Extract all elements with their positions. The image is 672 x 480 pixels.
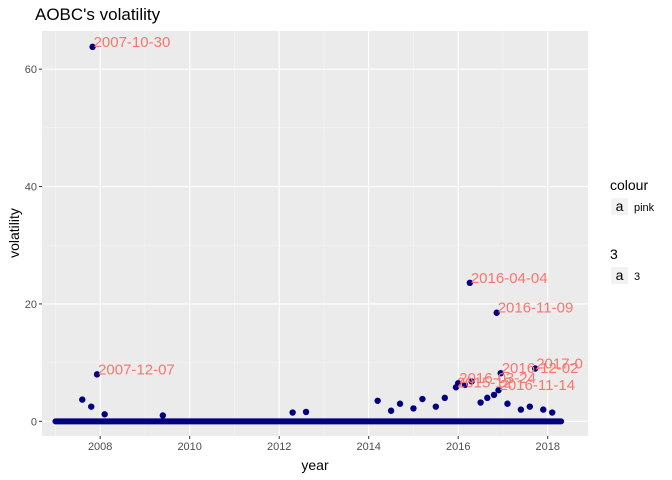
y-tick-label: 60 — [25, 64, 37, 76]
point-labels: 2007-10-30 2007-12-07 2016-04-04 2016-11-09… — [94, 34, 583, 394]
point-label: 2017-0 — [536, 356, 583, 373]
data-point — [441, 394, 448, 402]
x-axis: 2008 2010 2012 2014 2016 2018 — [88, 436, 560, 453]
data-point — [289, 409, 296, 416]
plot-panel — [42, 31, 588, 436]
data-point-band — [52, 418, 565, 425]
point-label: 2016-03-24 — [459, 370, 536, 387]
point-label: 2007-10-30 — [94, 34, 171, 51]
point-label: 2016-11-14 — [499, 377, 575, 394]
data-point — [540, 406, 547, 413]
data-point — [455, 379, 462, 387]
grid-minor — [42, 31, 588, 436]
data-point — [159, 412, 167, 419]
data-point — [79, 396, 86, 403]
data-point — [374, 397, 381, 404]
data-point — [419, 395, 426, 403]
x-tick-label: 2008 — [88, 441, 112, 453]
legend-key-glyph: a — [616, 198, 624, 214]
data-point — [88, 403, 95, 410]
x-tick-label: 2010 — [177, 441, 201, 453]
data-point — [93, 371, 101, 378]
y-tick-label: 40 — [25, 182, 37, 194]
chart-title: AOBC's volatility — [35, 5, 161, 24]
legend-label: 3 — [634, 271, 640, 283]
y-tick-label: 20 — [25, 299, 37, 311]
data-point — [493, 309, 500, 316]
data-point — [517, 406, 525, 413]
legend-title: colour — [610, 177, 648, 193]
legend-title: 3 — [610, 246, 618, 262]
y-tick-label: 0 — [31, 416, 37, 428]
data-point — [89, 43, 96, 51]
data-point — [461, 381, 469, 389]
point-label: 2016-12-02 — [502, 360, 579, 377]
data-point — [387, 407, 395, 414]
data-point — [531, 365, 539, 372]
data-point — [302, 408, 310, 416]
data-point — [548, 409, 556, 416]
data-point — [490, 391, 498, 399]
x-tick-label: 2012 — [267, 441, 291, 453]
x-axis-title: year — [301, 457, 329, 473]
x-tick-label: 2016 — [446, 441, 470, 453]
y-axis-title: volatility — [6, 208, 22, 258]
point-label: 2016-11-09 — [498, 300, 574, 317]
point-label: 2007-12-07 — [98, 361, 175, 378]
data-point — [432, 403, 440, 410]
legend-label: pink — [634, 202, 655, 214]
legend-key-glyph: a — [616, 267, 624, 283]
point-label: 2015-12 — [457, 374, 512, 391]
data-point — [396, 400, 404, 407]
data-point — [477, 399, 484, 406]
data-point — [526, 403, 534, 410]
point-label: 2016-04-04 — [471, 270, 548, 287]
data-point — [504, 400, 511, 407]
data-point — [101, 411, 108, 418]
x-tick-label: 2018 — [535, 441, 559, 453]
data-points — [52, 43, 565, 425]
data-point — [484, 394, 491, 402]
data-point — [497, 369, 504, 377]
data-point — [410, 405, 417, 412]
legend-key — [611, 198, 628, 215]
data-point — [468, 378, 475, 385]
x-tick-label: 2014 — [356, 441, 380, 453]
legend-key — [611, 267, 628, 284]
data-point — [466, 279, 474, 287]
data-point — [495, 387, 502, 394]
y-axis: 0 20 40 60 — [25, 64, 42, 428]
